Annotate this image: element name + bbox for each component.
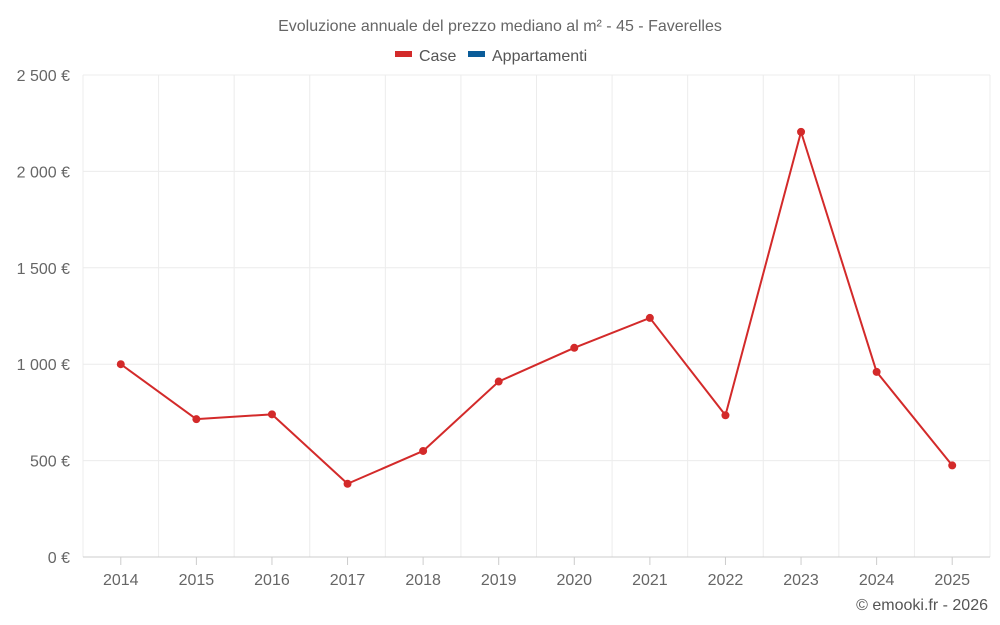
x-tick-label: 2017 xyxy=(330,572,366,589)
x-tick-label: 2014 xyxy=(103,572,139,589)
data-point[interactable] xyxy=(419,446,428,455)
x-tick-label: 2025 xyxy=(934,572,970,589)
data-point[interactable] xyxy=(343,479,352,488)
x-tick-label: 2022 xyxy=(708,572,744,589)
legend-item[interactable]: Appartamenti xyxy=(468,48,587,65)
y-tick-label: 1 000 € xyxy=(17,357,70,374)
x-tick-label: 2024 xyxy=(859,572,895,589)
series-line xyxy=(120,130,953,485)
grid xyxy=(82,74,991,557)
x-tick-label: 2020 xyxy=(556,572,592,589)
chart-title: Evoluzione annuale del prezzo mediano al… xyxy=(278,18,722,35)
data-point[interactable] xyxy=(721,411,730,420)
x-tick-label: 2019 xyxy=(481,572,517,589)
data-point[interactable] xyxy=(948,461,957,470)
y-tick-label: 2 000 € xyxy=(17,164,70,181)
legend-item[interactable]: Case xyxy=(395,48,456,65)
data-point[interactable] xyxy=(267,410,276,419)
x-tick-label: 2023 xyxy=(783,572,819,589)
data-point[interactable] xyxy=(570,343,579,352)
x-tick-label: 2016 xyxy=(254,572,290,589)
legend-label: Case xyxy=(419,48,456,65)
y-tick-label: 1 500 € xyxy=(17,261,70,278)
y-tick-label: 2 500 € xyxy=(17,68,70,85)
x-tick-label: 2018 xyxy=(405,572,441,589)
series-layer xyxy=(116,127,957,488)
y-tick-label: 500 € xyxy=(30,454,70,471)
data-point[interactable] xyxy=(116,360,125,369)
x-tick-label: 2021 xyxy=(632,572,668,589)
credit-text: © emooki.fr - 2026 xyxy=(856,597,988,614)
legend: Case Appartamenti xyxy=(395,48,587,65)
data-point[interactable] xyxy=(872,367,881,376)
data-point[interactable] xyxy=(192,415,201,424)
data-point[interactable] xyxy=(797,127,806,136)
axes: 0 € 500 € 1 000 € 1 500 € 2 000 € 2 500 € 2014… xyxy=(17,68,990,589)
legend-swatch xyxy=(395,51,412,57)
legend-label: Appartamenti xyxy=(492,48,587,65)
data-point[interactable] xyxy=(494,377,503,386)
x-tick-label: 2015 xyxy=(179,572,215,589)
legend-swatch xyxy=(468,51,485,57)
y-tick-label: 0 € xyxy=(48,550,70,567)
data-point[interactable] xyxy=(645,313,654,322)
